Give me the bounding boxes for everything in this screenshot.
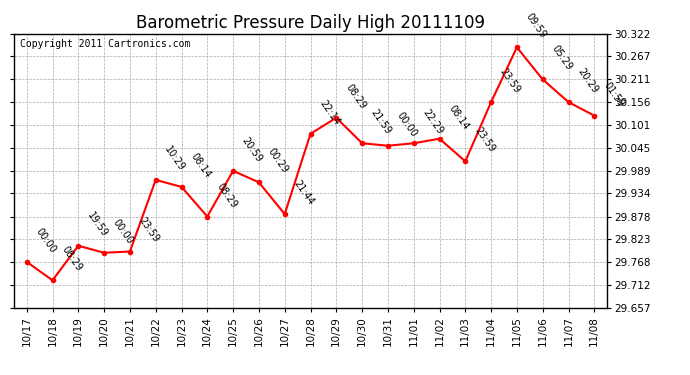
Text: 08:29: 08:29: [343, 82, 367, 111]
Text: 08:14: 08:14: [188, 152, 213, 180]
Text: 00:00: 00:00: [111, 217, 135, 246]
Text: 09:59: 09:59: [524, 12, 548, 40]
Text: 08:29: 08:29: [214, 181, 239, 210]
Text: 05:29: 05:29: [550, 44, 574, 72]
Text: 23:59: 23:59: [472, 126, 497, 154]
Text: 08:14: 08:14: [446, 103, 471, 132]
Text: 10:29: 10:29: [163, 144, 187, 173]
Text: 23:59: 23:59: [498, 66, 522, 95]
Text: 21:59: 21:59: [369, 108, 393, 136]
Text: 00:00: 00:00: [395, 110, 419, 139]
Text: 01:59: 01:59: [601, 80, 625, 109]
Text: 19:59: 19:59: [86, 210, 110, 239]
Text: 22:29: 22:29: [421, 108, 445, 136]
Text: 20:29: 20:29: [575, 66, 600, 95]
Text: 20:59: 20:59: [240, 135, 264, 164]
Title: Barometric Pressure Daily High 20111109: Barometric Pressure Daily High 20111109: [136, 14, 485, 32]
Text: 23:59: 23:59: [137, 216, 161, 244]
Text: Copyright 2011 Cartronics.com: Copyright 2011 Cartronics.com: [20, 39, 190, 49]
Text: 00:29: 00:29: [266, 147, 290, 176]
Text: 21:44: 21:44: [292, 178, 316, 207]
Text: 22:14: 22:14: [317, 98, 342, 127]
Text: 08:29: 08:29: [59, 245, 83, 273]
Text: 00:00: 00:00: [34, 226, 58, 255]
